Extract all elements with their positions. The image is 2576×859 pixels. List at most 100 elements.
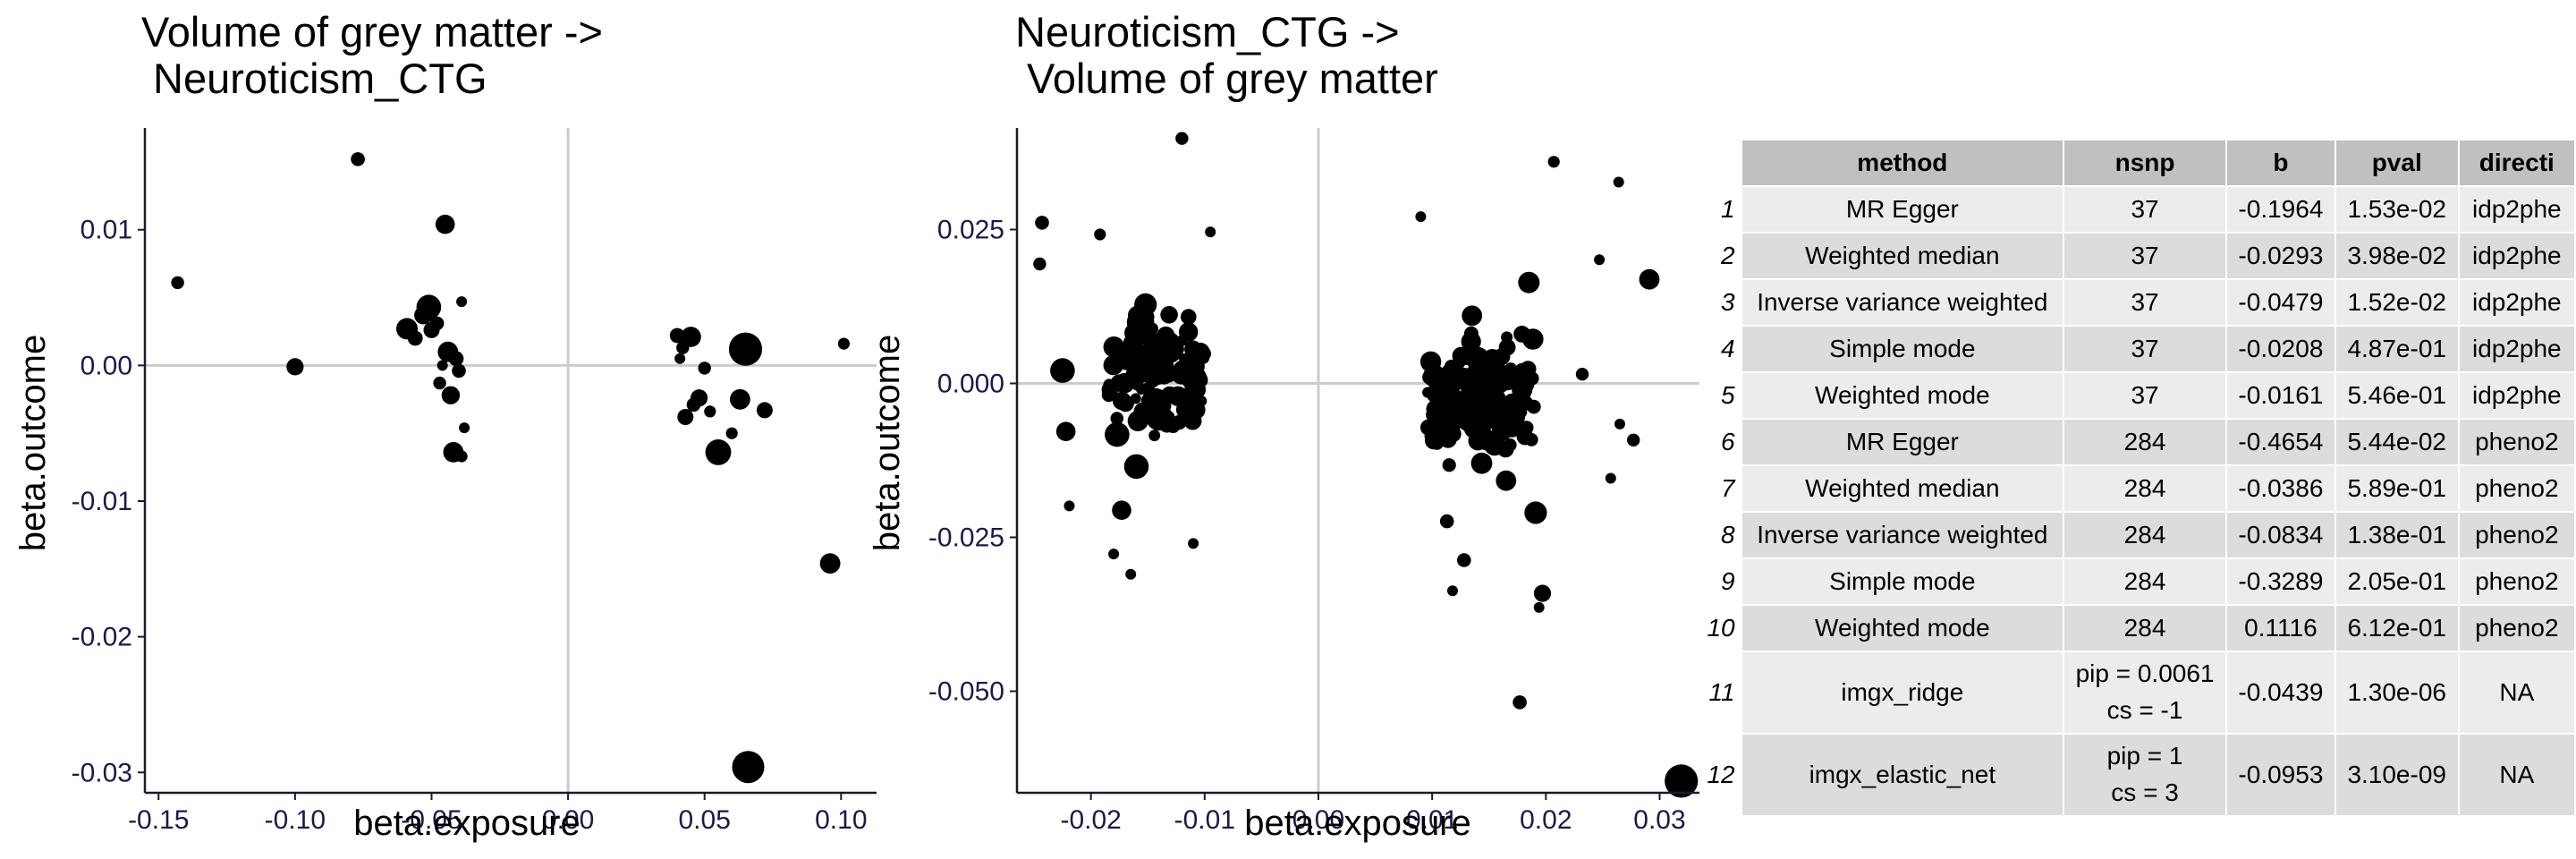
data-point: [1433, 381, 1446, 395]
panel-2-title-line-1: Neuroticism_CTG ->: [1015, 8, 1400, 55]
data-point: [730, 388, 750, 410]
data-point: [1439, 430, 1457, 448]
cell-nsnp: 37: [2063, 371, 2227, 420]
table-header-direction: directi: [2457, 139, 2576, 187]
data-point: [1484, 431, 1503, 450]
x-tick-label: -0.10: [265, 805, 326, 835]
cell-nsnp: pip = 0.0061 cs = -1: [2063, 651, 2227, 735]
x-tick-label: 0.05: [679, 805, 731, 835]
data-point: [1461, 331, 1481, 352]
cell-b: -0.0386: [2224, 464, 2336, 513]
data-point: [1101, 387, 1116, 403]
cell-method: Simple mode: [1740, 325, 2065, 373]
cell-direction: pheno2: [2457, 464, 2576, 513]
data-point: [1447, 585, 1458, 597]
x-tick-label: 0.01: [1406, 805, 1458, 835]
x-tick-label: -0.02: [1060, 805, 1121, 835]
data-point: [1114, 372, 1135, 394]
data-point: [1533, 601, 1545, 613]
nsnp-cs: cs = -1: [2106, 696, 2183, 724]
cell-direction: idp2phe: [2457, 232, 2576, 280]
data-point: [1509, 402, 1522, 415]
row-number: 10: [1702, 604, 1742, 652]
panel-1-y-ticks: 0.01 0.00 -0.01 -0.02 -0.03: [72, 216, 145, 787]
data-point: [1153, 338, 1173, 357]
table-body: 1 MR Egger 37 -0.1964 1.53e-02 idp2phe 2 Weight…: [1702, 185, 2576, 817]
data-point: [1174, 369, 1190, 385]
cell-pval: 5.46e-01: [2334, 371, 2460, 420]
data-point: [1501, 331, 1513, 344]
cell-pval: 1.53e-02: [2334, 185, 2460, 234]
x-tick-label: -0.15: [128, 805, 189, 835]
y-tick-label: -0.050: [928, 676, 1004, 706]
cell-b: -0.1964: [2224, 185, 2336, 234]
table-row: 4 Simple mode 37 -0.0208 4.87e-01 idp2phe: [1702, 325, 2576, 373]
table-header-pval: pval: [2334, 139, 2460, 187]
cell-pval: 1.30e-06: [2334, 651, 2460, 735]
data-point: [1513, 326, 1530, 343]
table-row: 6 MR Egger 284 -0.4654 5.44e-02 pheno2: [1702, 418, 2576, 466]
data-point: [1136, 383, 1148, 395]
data-point: [1627, 433, 1640, 447]
table-row: 5 Weighted mode 37 -0.0161 5.46e-01 idp2phe: [1702, 371, 2576, 420]
data-point: [1160, 306, 1178, 324]
y-tick-label: -0.025: [928, 523, 1004, 552]
cell-nsnp: 37: [2063, 278, 2227, 327]
data-point: [1594, 254, 1606, 266]
panel-1-x-ticks: -0.15 -0.10 -0.05 0.00 0.05 0.10: [128, 793, 868, 835]
x-tick-label: -0.05: [401, 805, 462, 835]
cell-method: imgx_ridge: [1740, 651, 2065, 735]
data-point: [1639, 268, 1660, 290]
data-point: [1103, 378, 1115, 391]
table-row: 3 Inverse variance weighted 37 -0.0479 1.52e…: [1702, 278, 2576, 327]
cell-b: -0.0479: [2224, 278, 2336, 327]
cell-b: -0.3289: [2224, 557, 2336, 606]
row-number: 11: [1702, 651, 1742, 735]
cell-method: Weighted median: [1740, 232, 2065, 280]
data-point: [1181, 309, 1197, 325]
y-tick-label: 0.01: [80, 216, 132, 245]
table-header-b: b: [2224, 139, 2336, 187]
cell-nsnp: 284: [2063, 464, 2227, 513]
y-tick-label: 0.000: [937, 370, 1004, 399]
table-row: 10 Weighted mode 284 0.1116 6.12e-01 pheno2: [1702, 604, 2576, 652]
data-point: [1195, 345, 1211, 362]
data-point: [1167, 386, 1189, 406]
data-point: [1035, 216, 1049, 230]
data-point: [452, 363, 466, 378]
data-point: [1614, 418, 1625, 430]
data-point: [1105, 421, 1130, 447]
results-table: method nsnp b pval directi 1 MR Egger 37 -0…: [1702, 139, 2576, 817]
data-point: [1457, 388, 1475, 407]
cell-b: -0.0953: [2224, 733, 2336, 817]
data-point: [1513, 695, 1527, 710]
data-point: [423, 321, 440, 338]
cell-pval: 6.12e-01: [2334, 604, 2460, 652]
x-tick-label: 0.10: [815, 805, 867, 835]
data-point: [407, 330, 423, 346]
panel-2-title-line-2: Volume of grey matter: [1015, 55, 1438, 102]
cell-method: MR Egger: [1740, 418, 2065, 466]
panel-1-title-line-1: Volume of grey matter ->: [141, 8, 603, 55]
data-point: [1497, 370, 1518, 391]
panel-2-points: [1033, 132, 1699, 798]
cell-direction: idp2phe: [2457, 185, 2576, 234]
row-number: 9: [1702, 557, 1742, 606]
cell-pval: 5.89e-01: [2334, 464, 2460, 513]
data-point: [1496, 470, 1517, 491]
data-point: [448, 351, 464, 367]
data-point: [1108, 549, 1120, 560]
data-point: [1420, 419, 1437, 436]
cell-b: 0.1116: [2224, 604, 2336, 652]
cell-pval: 2.05e-01: [2334, 557, 2460, 606]
table-row: 11 imgx_ridge pip = 0.0061 cs = -1 -0.0439 1.…: [1702, 651, 2576, 735]
cell-nsnp: pip = 1 cs = 3: [2063, 733, 2227, 817]
cell-direction: pheno2: [2457, 418, 2576, 466]
data-point: [1094, 228, 1106, 241]
panel-1-x-axis-title: beta.exposure: [353, 804, 580, 843]
data-point: [1520, 361, 1537, 378]
data-point: [1415, 211, 1427, 223]
cell-b: -0.0161: [2224, 371, 2336, 420]
data-point: [705, 439, 732, 465]
